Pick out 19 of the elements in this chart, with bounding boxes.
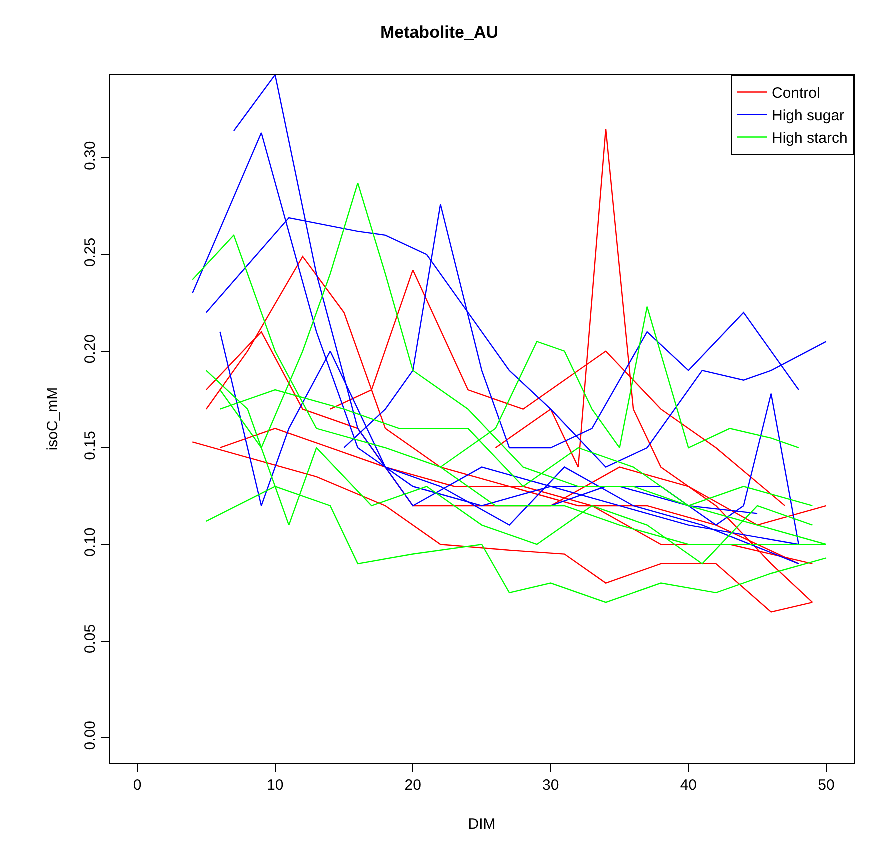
y-tick-label: 0.15 [82,431,99,460]
legend-label: High starch [772,130,848,148]
y-axis-title: isoC_mM [44,387,62,451]
y-tick-label: 0.10 [82,528,99,557]
y-tick-label: 0.30 [82,141,99,170]
y-tick-label: 0.25 [82,238,99,268]
x-tick-label: 10 [266,777,284,794]
y-tick-label: 0.05 [82,624,99,654]
y-tick-label: 0.00 [82,721,99,750]
x-tick-label: 40 [680,777,698,794]
x-tick-label: 0 [133,777,142,794]
chart-title: Metabolite_AU [380,22,499,42]
x-tick-label: 50 [818,777,835,794]
legend-label: High sugar [772,108,845,125]
legend-label: Control [772,85,820,102]
y-tick-label: 0.20 [82,334,99,364]
x-tick-label: 20 [404,777,422,794]
x-axis-title: DIM [468,816,496,833]
x-tick-label: 30 [542,777,560,794]
